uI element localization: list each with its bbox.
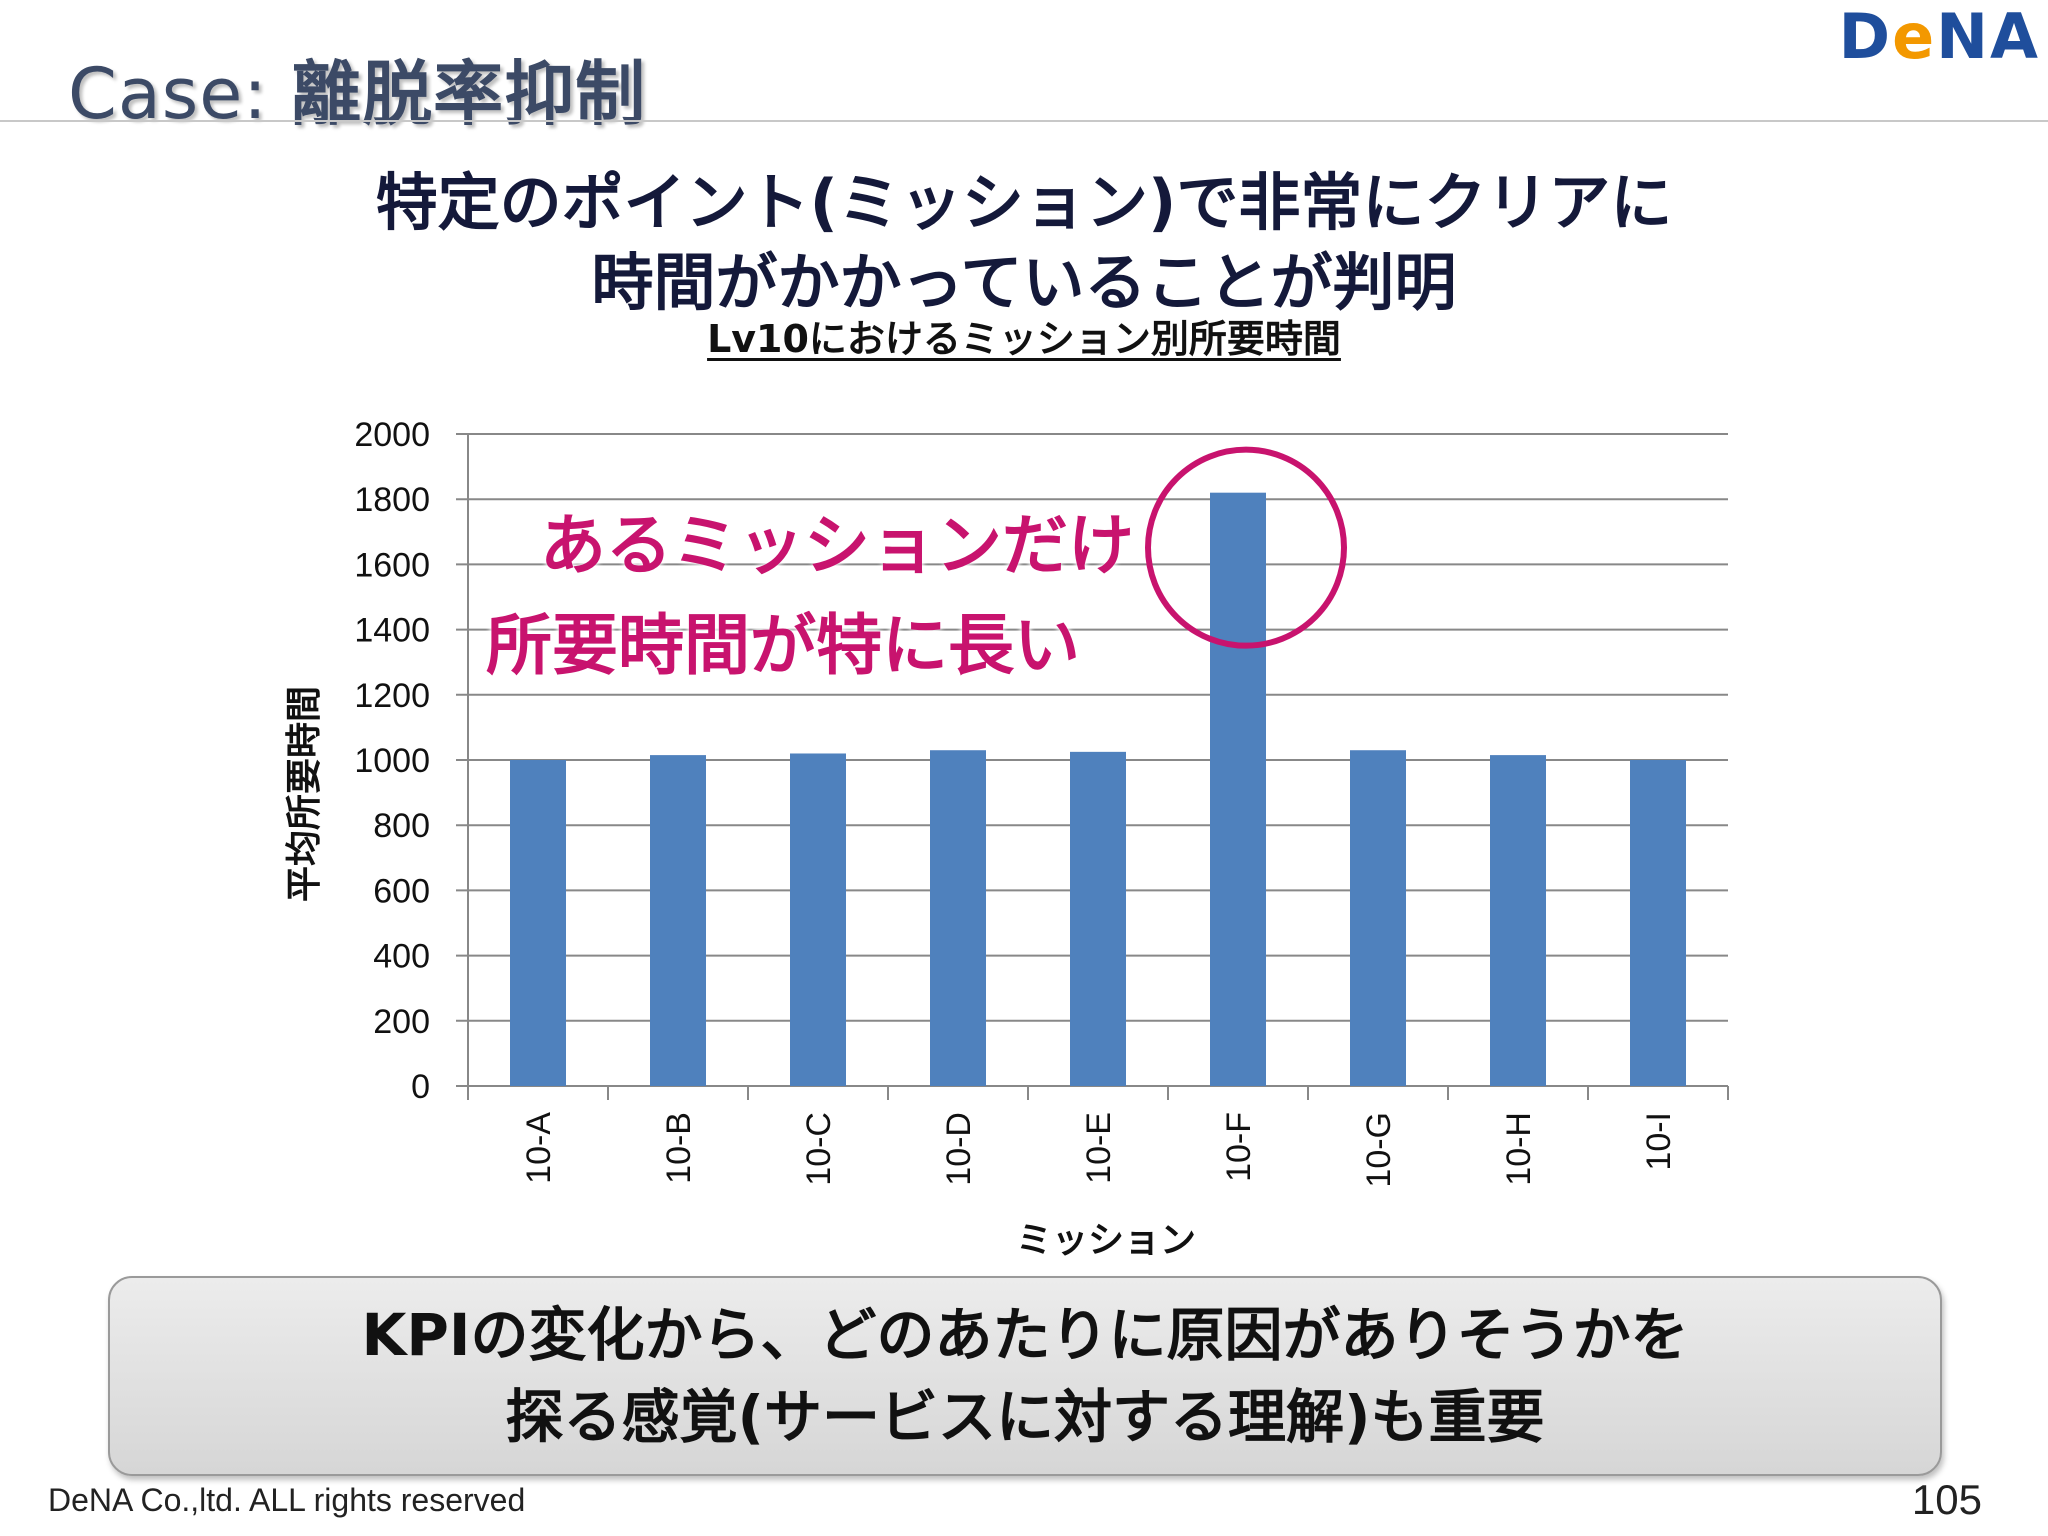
chart-title: Lv10におけるミッション別所要時間	[707, 317, 1341, 361]
headline-line-2: 時間がかかっていることが判明	[591, 246, 1457, 319]
x-tick-label: 10-B	[660, 1112, 698, 1184]
y-axis-title: 平均所要時間	[284, 686, 325, 902]
x-tick-label: 10-H	[1500, 1112, 1538, 1186]
y-tick-label: 1600	[354, 546, 430, 584]
y-tick-label: 600	[373, 872, 430, 910]
bar	[790, 753, 846, 1086]
x-tick-label: 10-C	[800, 1112, 838, 1186]
callout-line-1: あるミッションだけ	[540, 507, 1134, 584]
callout-line-2: 所要時間が特に長い	[486, 607, 1080, 684]
summary-line-1: KPIの変化から、どのあたりに原因がありそうかを	[361, 1301, 1689, 1369]
bar	[650, 755, 706, 1086]
x-tick-label: 10-F	[1220, 1112, 1258, 1182]
x-tick-label: 10-I	[1640, 1112, 1678, 1171]
x-tick-label: 10-A	[520, 1112, 558, 1184]
bar	[1490, 755, 1546, 1086]
y-tick-label: 200	[373, 1003, 430, 1041]
y-tick-label: 1800	[354, 481, 430, 519]
bar	[1350, 750, 1406, 1086]
logo-letter-d: D	[1838, 0, 1893, 73]
bar-chart: 0 200 400 600 800 1000 1200 1400 1600 1800 2000 10-…	[284, 416, 1729, 1261]
dena-logo: DeNA	[1839, 0, 2040, 73]
x-tick-label: 10-G	[1360, 1112, 1398, 1188]
logo-letters-na: NA	[1936, 0, 2040, 73]
header-divider	[0, 120, 2048, 122]
page-number: 105	[1911, 1476, 1982, 1523]
bar	[510, 760, 566, 1086]
bar	[1630, 760, 1686, 1086]
x-tick-label: 10-E	[1080, 1112, 1118, 1184]
summary-box: KPIの変化から、どのあたりに原因がありそうかを 探る感覚(サービスに対する理解…	[108, 1276, 1942, 1476]
y-tick-label: 400	[373, 938, 430, 976]
y-tick-label: 2000	[354, 416, 430, 454]
summary-line-2: 探る感覚(サービスに対する理解)も重要	[505, 1383, 1545, 1451]
y-tick-label: 1400	[354, 612, 430, 650]
x-axis-title: ミッション	[1016, 1220, 1196, 1261]
highlight-circle	[1145, 446, 1347, 649]
y-tick-label: 800	[373, 807, 430, 845]
headline-line-1: 特定のポイント(ミッション)で非常にクリアに	[375, 166, 1673, 239]
y-tick-label: 1200	[354, 677, 430, 715]
bar	[930, 750, 986, 1086]
y-tick-label: 0	[411, 1068, 430, 1106]
y-tick-label: 1000	[354, 742, 430, 780]
bar	[1070, 751, 1126, 1086]
logo-letter-e: e	[1892, 0, 1937, 73]
copyright-footer: DeNA Co.,ltd. ALL rights reserved	[48, 1482, 526, 1518]
bar	[1210, 492, 1266, 1086]
x-tick-label: 10-D	[940, 1112, 978, 1186]
